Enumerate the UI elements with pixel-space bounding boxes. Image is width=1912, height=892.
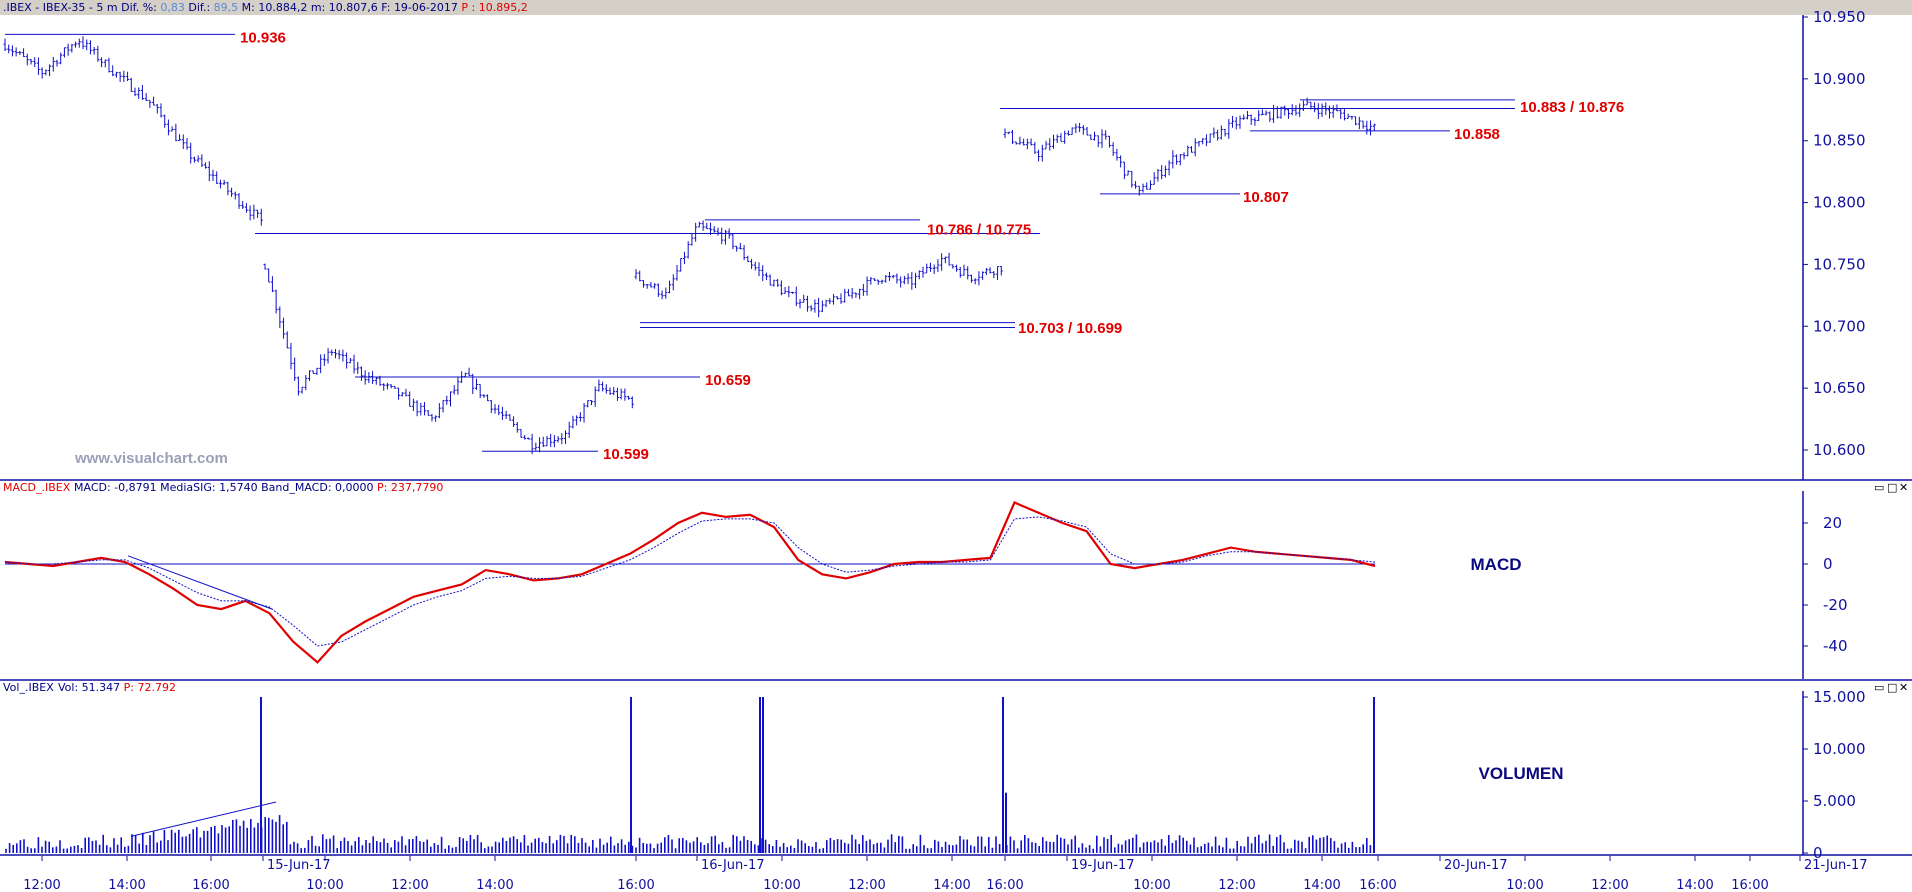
time-tick-label: 12:00 xyxy=(391,878,428,892)
time-tick-label: 12:00 xyxy=(23,878,60,892)
price-stat-value: 89,5 xyxy=(214,1,239,14)
time-tick-label: 14:00 xyxy=(476,878,513,892)
price-stat-label: M: xyxy=(238,1,258,14)
volume-tick-label: 5.000 xyxy=(1813,792,1856,810)
time-tick-label: 14:00 xyxy=(1303,878,1340,892)
macd-stat: MediaSIG: 1,5740 xyxy=(157,481,258,494)
time-tick-label: 16:00 xyxy=(1359,878,1396,892)
price-tick-label: 10.950 xyxy=(1813,8,1866,26)
time-tick-label: 12:00 xyxy=(848,878,885,892)
time-axis: 12:00 14:00 16:00 15-Jun-17 10:00 12:00 14:00 1… xyxy=(23,856,1868,892)
volume-tick-label: 15.000 xyxy=(1813,688,1866,706)
macd-trendline xyxy=(127,555,273,610)
price-tick-label: 10.700 xyxy=(1813,317,1866,335)
level-label: 10.858 xyxy=(1454,126,1500,143)
time-tick-label: 21-Jun-17 xyxy=(1804,858,1868,873)
macd-stat: MACD: -0,8791 xyxy=(74,481,157,494)
price-tick-label: 10.600 xyxy=(1813,441,1866,459)
macd-panel: MACD_.IBEX MACD: -0,8791 MediaSIG: 1,574… xyxy=(3,481,1848,679)
volume-tick-label: 10.000 xyxy=(1813,740,1866,758)
price-stat-label: F: xyxy=(378,1,394,14)
price-stat-label: m: xyxy=(307,1,328,14)
watermark: www.visualchart.com xyxy=(74,450,228,467)
price-tick-label: 10.850 xyxy=(1813,132,1866,150)
volume-panel-label: VOLUMEN xyxy=(1479,764,1564,783)
time-tick-label: 14:00 xyxy=(1676,878,1713,892)
time-tick-label: 10:00 xyxy=(1506,878,1543,892)
level-label: 10.786 / 10.775 xyxy=(927,222,1031,239)
signal-line xyxy=(4,516,1376,647)
maximize-icon: □ xyxy=(1887,481,1897,494)
volume-trendline xyxy=(130,801,277,837)
macd-tick-label: 20 xyxy=(1823,514,1842,532)
time-tick-label: 16:00 xyxy=(617,878,654,892)
price-stat-label: Dif. %: xyxy=(121,1,160,14)
macd-tick-label: 0 xyxy=(1823,555,1833,573)
volume-panel: Vol_.IBEX Vol: 51.347 P: 72.792 15.000 10.… xyxy=(3,681,1866,862)
level-label: 10.659 xyxy=(705,372,751,389)
time-tick-label: 16:00 xyxy=(986,878,1023,892)
price-panel: 10.600 10.650 10.700 10.750 10.800 10.850 10.9… xyxy=(3,8,1866,480)
price-stat-value: 10.895,2 xyxy=(479,1,528,14)
time-tick-label: 14:00 xyxy=(108,878,145,892)
time-tick-label: 16:00 xyxy=(192,878,229,892)
macd-window-controls: ▭ □ ✕ xyxy=(1874,481,1908,494)
time-tick-label: 10:00 xyxy=(1133,878,1170,892)
time-tick-label: 20-Jun-17 xyxy=(1444,858,1508,873)
macd-tick-label: -40 xyxy=(1823,637,1848,655)
level-label: 10.883 / 10.876 xyxy=(1520,99,1624,116)
price-tick-label: 10.800 xyxy=(1813,194,1866,212)
price-title: .IBEX - IBEX-35 - 5 m xyxy=(3,1,118,14)
time-tick-label: 10:00 xyxy=(763,878,800,892)
level-label: 10.703 / 10.699 xyxy=(1018,320,1122,337)
volume-stat: Vol: 51.347 xyxy=(58,681,120,694)
macd-stat: Band_MACD: 0,0000 xyxy=(258,481,374,494)
close-icon: ✕ xyxy=(1899,481,1908,494)
time-tick-label: 16-Jun-17 xyxy=(701,858,765,873)
price-stat-value: 0,83 xyxy=(160,1,185,14)
time-tick-label: 19-Jun-17 xyxy=(1071,858,1135,873)
macd-tick-label: -20 xyxy=(1823,596,1848,614)
price-stat-value: 10.884,2 xyxy=(258,1,307,14)
price-stat-value: 10.807,6 xyxy=(329,1,378,14)
volume-title: Vol_.IBEX xyxy=(3,681,54,694)
minimize-icon: ▭ xyxy=(1874,481,1884,494)
volume-stats: Vol: 51.347 P: 72.792 xyxy=(58,681,176,694)
price-tick-label: 10.900 xyxy=(1813,70,1866,88)
price-header: .IBEX - IBEX-35 - 5 m Dif. %: 0,83 Dif.:… xyxy=(3,1,528,14)
title-bar xyxy=(0,0,1912,15)
time-tick-label: 14:00 xyxy=(933,878,970,892)
level-label: 10.807 xyxy=(1243,189,1289,206)
level-label: 10.936 xyxy=(240,29,286,46)
macd-panel-label: MACD xyxy=(1471,555,1522,574)
maximize-icon: □ xyxy=(1887,681,1897,694)
time-tick-label: 12:00 xyxy=(1591,878,1628,892)
minimize-icon: ▭ xyxy=(1874,681,1884,694)
macd-line xyxy=(4,501,1376,664)
macd-stats: MACD: -0,8791 MediaSIG: 1,5740 Band_MACD… xyxy=(74,481,443,494)
volume-stat: P: 72.792 xyxy=(120,681,176,694)
level-label: 10.599 xyxy=(603,446,649,463)
macd-stat: P: 237,7790 xyxy=(374,481,444,494)
close-icon: ✕ xyxy=(1899,681,1908,694)
price-tick-label: 10.750 xyxy=(1813,255,1866,273)
price-stat-label: P : xyxy=(458,1,479,14)
price-stat-label: Dif.: xyxy=(185,1,214,14)
price-tick-label: 10.650 xyxy=(1813,379,1866,397)
time-tick-label: 16:00 xyxy=(1731,878,1768,892)
time-tick-label: 10:00 xyxy=(306,878,343,892)
macd-title: MACD_.IBEX xyxy=(3,481,71,494)
time-tick-label: 15-Jun-17 xyxy=(267,858,331,873)
volume-window-controls: ▭ □ ✕ xyxy=(1874,681,1908,694)
time-tick-label: 12:00 xyxy=(1218,878,1255,892)
price-stat-value: 19-06-2017 xyxy=(394,1,458,14)
volume-tick-label: 0 xyxy=(1813,844,1823,862)
